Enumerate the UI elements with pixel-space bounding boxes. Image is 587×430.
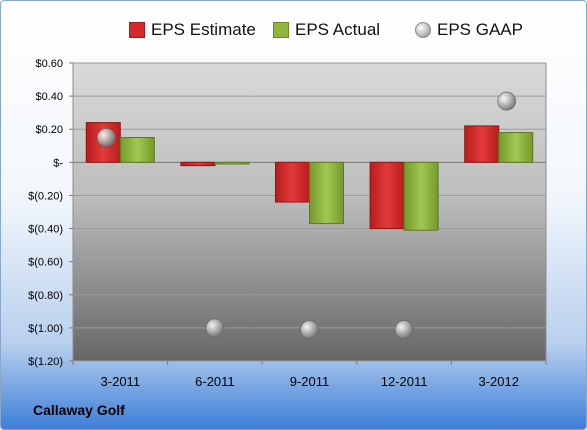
y-tick-label: $(1.00) <box>28 323 63 335</box>
legend-item-eps-gaap: EPS GAAP <box>415 15 523 45</box>
bar-eps-estimate-6-2011 <box>180 161 216 167</box>
y-tick-label: $0.40 <box>35 91 63 103</box>
y-tick-label: $(0.80) <box>28 290 63 302</box>
marker-eps-gaap-9-2011 <box>300 320 319 339</box>
legend-item-eps-estimate: EPS Estimate <box>129 15 256 45</box>
y-tick-label: $(0.20) <box>28 190 63 202</box>
x-category-label: 3-2012 <box>478 374 518 389</box>
y-tick-label: $0.60 <box>35 58 63 70</box>
legend-swatch <box>129 22 145 38</box>
bar-eps-actual-12-2011 <box>403 161 439 231</box>
bar-eps-actual-6-2011 <box>214 161 250 165</box>
y-tick-label: $- <box>53 157 63 169</box>
legend-label: EPS Actual <box>295 20 381 39</box>
legend-swatch <box>273 22 289 38</box>
legend: EPS Estimate EPS Actual EPS GAAP <box>1 15 586 45</box>
legend-label: EPS Estimate <box>151 20 256 39</box>
x-category-label: 9-2011 <box>290 374 330 389</box>
bar-eps-actual-3-2011 <box>119 137 155 163</box>
x-category-label: 6-2011 <box>195 374 235 389</box>
bar-eps-estimate-9-2011 <box>275 161 310 203</box>
marker-eps-gaap-3-2012 <box>497 91 517 111</box>
marker-eps-gaap-12-2011 <box>394 320 414 339</box>
bar-eps-estimate-12-2011 <box>369 161 405 230</box>
marker-eps-gaap-6-2011 <box>205 318 225 338</box>
y-tick-label: $0.20 <box>35 124 63 136</box>
company-name: Callaway Golf <box>33 402 125 418</box>
bar-eps-actual-3-2012 <box>498 132 534 163</box>
marker-eps-gaap-3-2011 <box>96 128 116 147</box>
y-tick-label: $(0.40) <box>28 224 63 236</box>
x-category-label: 3-2011 <box>101 374 141 389</box>
x-category-label: 12-2011 <box>381 374 428 389</box>
legend-item-eps-actual: EPS Actual <box>273 15 380 45</box>
legend-label: EPS GAAP <box>437 20 523 39</box>
bar-eps-actual-9-2011 <box>309 161 344 225</box>
bar-eps-estimate-3-2012 <box>464 125 500 163</box>
legend-swatch <box>415 22 431 38</box>
y-tick-label: $(1.20) <box>28 356 63 368</box>
y-tick-label: $(0.60) <box>28 257 63 269</box>
